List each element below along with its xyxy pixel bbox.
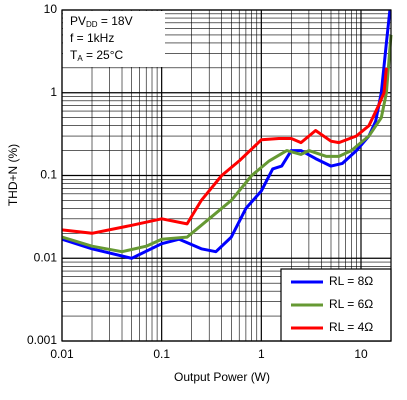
legend-label: RL = 6Ω (329, 297, 373, 311)
y-tick-label: 1 (50, 85, 57, 99)
plot-border (61, 9, 392, 342)
x-axis-label: Output Power (W) (174, 370, 270, 384)
x-tick-label: 10 (354, 347, 368, 361)
annotation-part: = 25°C (83, 48, 124, 62)
annotation-part: = 18V (98, 14, 133, 28)
y-axis-label: THD+N (%) (6, 144, 20, 206)
x-tick-label: 0.1 (153, 347, 170, 361)
y-tick-label: 0.001 (27, 333, 57, 347)
annotation-part: PV (70, 14, 86, 28)
series-line (61, 34, 393, 254)
y-tick-label: 0.1 (40, 168, 57, 182)
annotation: TA = 25°C (70, 48, 124, 63)
x-tick-label: 1 (258, 347, 265, 361)
legend-label: RL = 8Ω (329, 274, 373, 288)
annotation-box (63, 11, 165, 67)
y-tick-label: 10 (44, 2, 58, 16)
annotation: PVDD = 18V (70, 14, 133, 29)
annotation-part: T (70, 48, 78, 62)
x-tick-label: 0.01 (50, 347, 74, 361)
annotation-subscript: A (77, 54, 83, 63)
series-line (61, 67, 388, 235)
y-tick-label: 0.01 (34, 250, 58, 264)
annotation-subscript: DD (86, 20, 98, 29)
annotation-part: f = 1kHz (70, 31, 114, 45)
legend-label: RL = 4Ω (329, 320, 373, 334)
annotation: f = 1kHz (70, 31, 114, 45)
